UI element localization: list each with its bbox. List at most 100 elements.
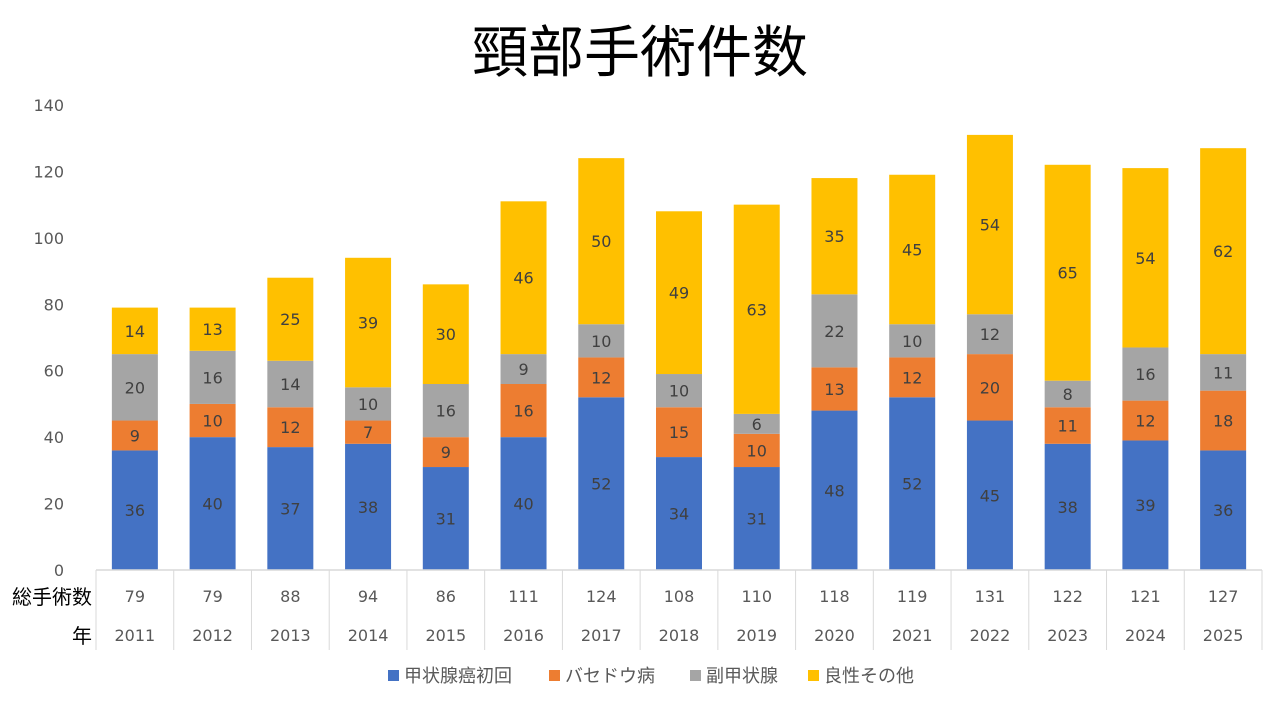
data-label: 14 (125, 322, 145, 341)
bar-segment (1200, 390, 1247, 451)
table-cell: 2015 (425, 626, 466, 645)
data-label: 10 (358, 395, 378, 414)
data-label: 39 (358, 314, 378, 333)
table-cell: 2011 (115, 626, 156, 645)
bar-segment (578, 397, 625, 570)
table-cell: 2018 (659, 626, 700, 645)
data-label: 9 (441, 443, 451, 462)
data-label: 6 (752, 415, 762, 434)
legend-swatch (549, 670, 560, 681)
data-label: 20 (125, 378, 145, 397)
table-cell: 124 (586, 587, 617, 606)
data-label: 20 (980, 378, 1000, 397)
bar-segment (656, 211, 702, 375)
data-label: 52 (591, 475, 611, 494)
y-tick-label: 100 (33, 229, 64, 248)
bar-segment (111, 450, 158, 570)
y-tick-label: 60 (44, 362, 64, 381)
bar-segment (1122, 347, 1169, 401)
legend-swatch (690, 670, 701, 681)
data-label: 49 (669, 284, 689, 303)
data-label: 7 (363, 423, 373, 442)
bar-segment (656, 374, 702, 408)
table-cell: 2016 (503, 626, 544, 645)
bar-segment (267, 447, 314, 570)
data-label: 9 (518, 360, 528, 379)
bar-segment (811, 367, 858, 411)
data-label: 10 (202, 412, 222, 431)
legend-label: 良性その他 (824, 666, 914, 687)
table-cell: 2024 (1125, 626, 1166, 645)
table-cell: 2019 (736, 626, 777, 645)
table-cell: 2021 (892, 626, 933, 645)
table-cell: 2014 (348, 626, 389, 645)
table-cell: 108 (664, 587, 695, 606)
bar-segment (733, 413, 780, 434)
bar-segment (111, 307, 158, 355)
data-label: 45 (980, 486, 1000, 505)
chart-title: 頸部手術件数 (472, 21, 808, 86)
data-label: 10 (747, 441, 767, 460)
bar-segment (422, 437, 469, 468)
bar-segment (500, 437, 547, 570)
data-label: 63 (747, 300, 767, 319)
bar-segment (189, 350, 236, 404)
y-tick-label: 0 (54, 561, 64, 580)
bar-segment (189, 437, 236, 570)
bar-segment (811, 178, 858, 295)
bar-segment (345, 420, 392, 444)
table-cell: 2022 (970, 626, 1011, 645)
data-label: 38 (358, 498, 378, 517)
table-cell: 118 (819, 587, 850, 606)
data-label: 54 (1135, 249, 1155, 268)
bar-segment (1044, 443, 1091, 570)
bar-segment (1044, 380, 1091, 408)
data-label: 15 (669, 423, 689, 442)
table-cell: 111 (508, 587, 539, 606)
table-cell: 2012 (192, 626, 233, 645)
bar-segment (189, 403, 236, 438)
bar-segment (345, 387, 392, 421)
bar-segment (500, 201, 547, 355)
bar-segment (578, 324, 625, 358)
data-label: 40 (513, 495, 533, 514)
bar-segment (1200, 354, 1247, 391)
data-label: 62 (1213, 242, 1233, 261)
bar-segment (733, 204, 780, 414)
data-label: 18 (1213, 412, 1233, 431)
bar-segment (578, 357, 625, 398)
bar-segment (111, 354, 158, 421)
data-label: 12 (591, 368, 611, 387)
bar-segment (656, 457, 702, 570)
bar-segment (966, 314, 1013, 355)
bar-segment (1044, 164, 1091, 381)
data-label: 12 (980, 325, 1000, 344)
table-cell: 119 (897, 587, 928, 606)
bar-segment (889, 174, 936, 325)
data-label: 37 (280, 500, 300, 519)
y-tick-label: 140 (33, 96, 64, 115)
data-label: 48 (824, 481, 844, 500)
data-label: 50 (591, 232, 611, 251)
bar-segment (733, 467, 780, 570)
data-label: 16 (202, 368, 222, 387)
data-label: 16 (513, 402, 533, 421)
data-label: 12 (280, 418, 300, 437)
bar-segment (500, 384, 547, 438)
bar-segment (1122, 440, 1169, 570)
data-label: 13 (824, 380, 844, 399)
bar-segment (889, 324, 936, 358)
bar-segment (1044, 407, 1091, 444)
bar-segment (422, 384, 469, 438)
bar-segment (1200, 148, 1247, 355)
table-cell: 110 (741, 587, 772, 606)
bar-segment (1122, 400, 1169, 441)
bar-segment (966, 420, 1013, 570)
bar-segment (267, 360, 314, 408)
data-label: 46 (513, 269, 533, 288)
table-cell: 88 (280, 587, 300, 606)
bar-segment (889, 397, 936, 570)
bar-segment (345, 257, 392, 388)
data-label: 45 (902, 240, 922, 259)
